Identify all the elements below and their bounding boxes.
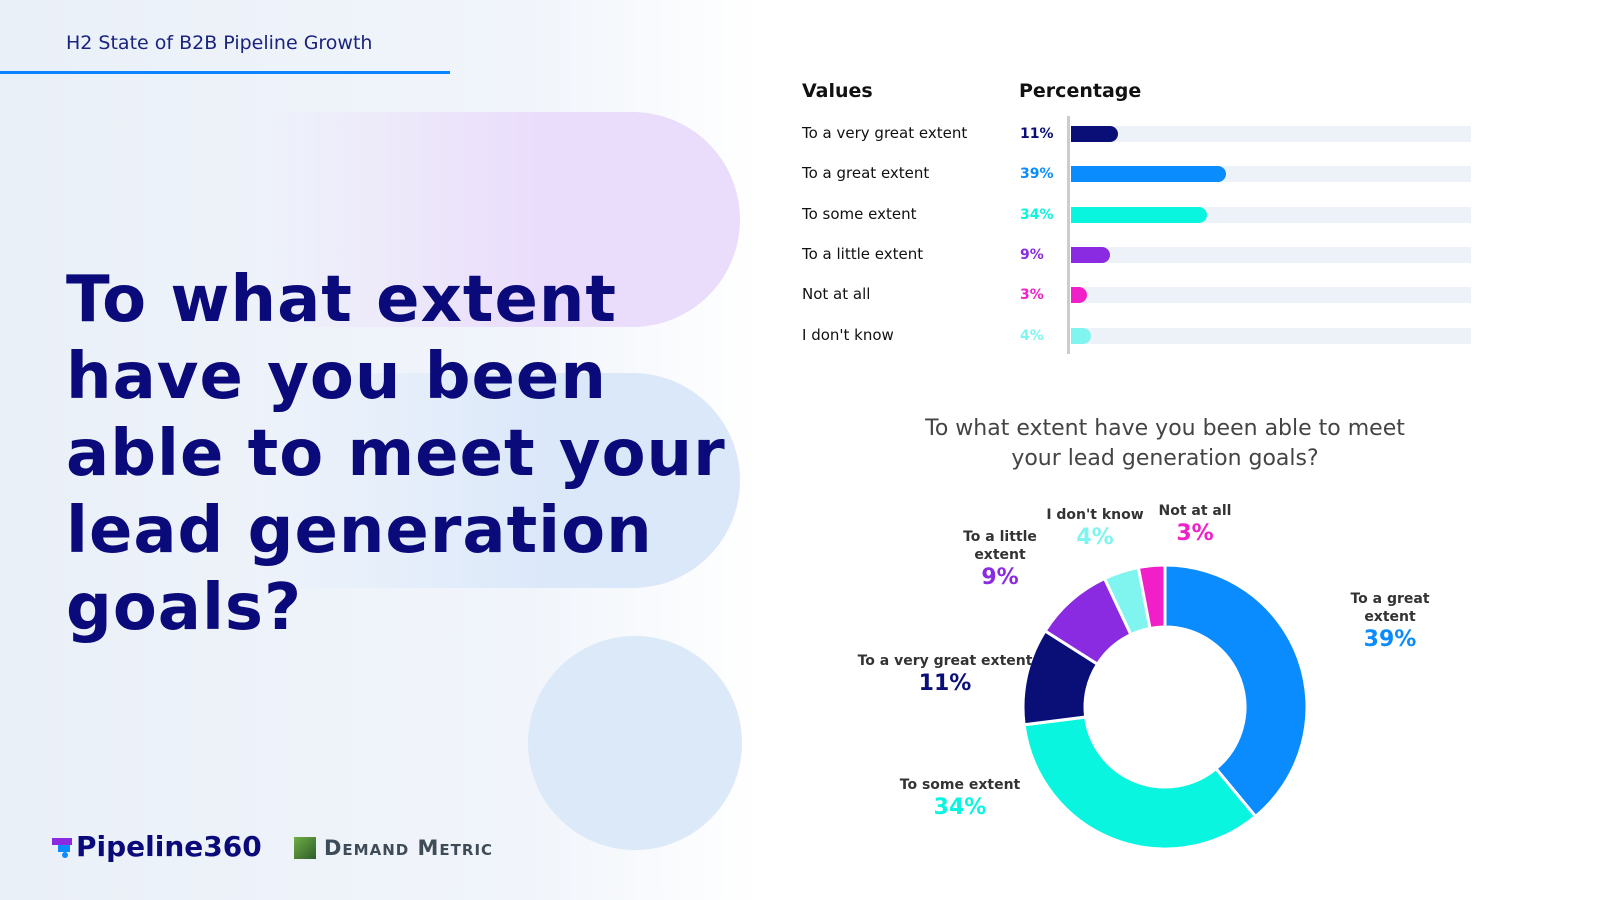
decorative-pill	[260, 373, 740, 588]
donut-label: I don't know 4%	[1040, 506, 1150, 552]
donut-label: To a little extent 9%	[955, 528, 1045, 592]
bar-category-label: To a little extent	[802, 244, 924, 263]
bar-value-label: 3%	[1020, 287, 1044, 304]
donut-slice	[1136, 563, 1167, 631]
pipeline360-mark-icon	[52, 836, 74, 858]
bar-category-label: Not at all	[802, 285, 871, 304]
bar-value-label: 4%	[1020, 327, 1044, 344]
bar-axis	[1067, 116, 1070, 354]
decorative-pill	[260, 112, 740, 327]
donut-label: To a great extent 39%	[1340, 590, 1440, 654]
demand-metric-logo: Demand Metric	[294, 836, 493, 860]
donut-category-label: To a great extent	[1350, 591, 1430, 625]
donut-category-label: To a little extent	[963, 529, 1037, 563]
bar	[1071, 246, 1110, 263]
donut-category-label: To some extent	[899, 777, 1021, 793]
donut-label: To a very great extent 11%	[845, 652, 1045, 698]
donut-value-label: 34%	[933, 795, 987, 820]
donut-category-label: To a very great extent	[857, 653, 1033, 669]
bar-category-label: I don't know	[802, 325, 894, 344]
bar	[1071, 287, 1087, 304]
pipeline360-text: Pipeline360	[76, 830, 262, 863]
pipeline360-logo: Pipeline360	[52, 830, 262, 863]
bar	[1071, 166, 1227, 183]
donut-category-label: I don't know	[1046, 507, 1144, 523]
donut-slice	[1163, 563, 1309, 819]
donut-value-label: 4%	[1076, 525, 1114, 550]
bar	[1071, 206, 1207, 223]
donut-label: To some extent 34%	[890, 776, 1030, 822]
bar-value-label: 11%	[1020, 126, 1054, 142]
donut-value-label: 3%	[1176, 521, 1214, 546]
bar-value-label: 39%	[1020, 166, 1054, 183]
bar-track	[1071, 126, 1471, 142]
donut-label: Not at all 3%	[1150, 502, 1240, 548]
donut-title: To what extent have you been able to mee…	[925, 416, 1405, 471]
bar-value-label: 9%	[1020, 246, 1044, 263]
bar-track	[1071, 287, 1471, 304]
donut-category-label: Not at all	[1158, 503, 1232, 519]
bar-category-label: To some extent	[802, 204, 917, 223]
decorative-circle	[528, 636, 742, 850]
donut-value-label: 9%	[981, 565, 1019, 590]
bar-category-label: To a very great extent	[802, 124, 968, 142]
bar-track	[1071, 327, 1471, 344]
bar-track	[1071, 246, 1471, 263]
demand-metric-text: Demand Metric	[324, 836, 494, 860]
bar-category-label: To a great extent	[802, 164, 930, 183]
percentage-header: Percentage	[1019, 80, 1142, 102]
donut-value-label: 11%	[918, 671, 972, 696]
donut-slice	[1022, 715, 1258, 851]
bar-value-label: 34%	[1020, 206, 1054, 223]
report-title: H2 State of B2B Pipeline Growth	[66, 32, 373, 54]
bar	[1071, 327, 1091, 344]
values-header: Values	[802, 80, 873, 102]
header-divider	[0, 71, 450, 74]
bar	[1071, 126, 1118, 142]
question-heading: To what extent have you been able to mee…	[66, 263, 726, 645]
donut-value-label: 39%	[1363, 627, 1417, 652]
demand-metric-mark-icon	[294, 837, 316, 859]
